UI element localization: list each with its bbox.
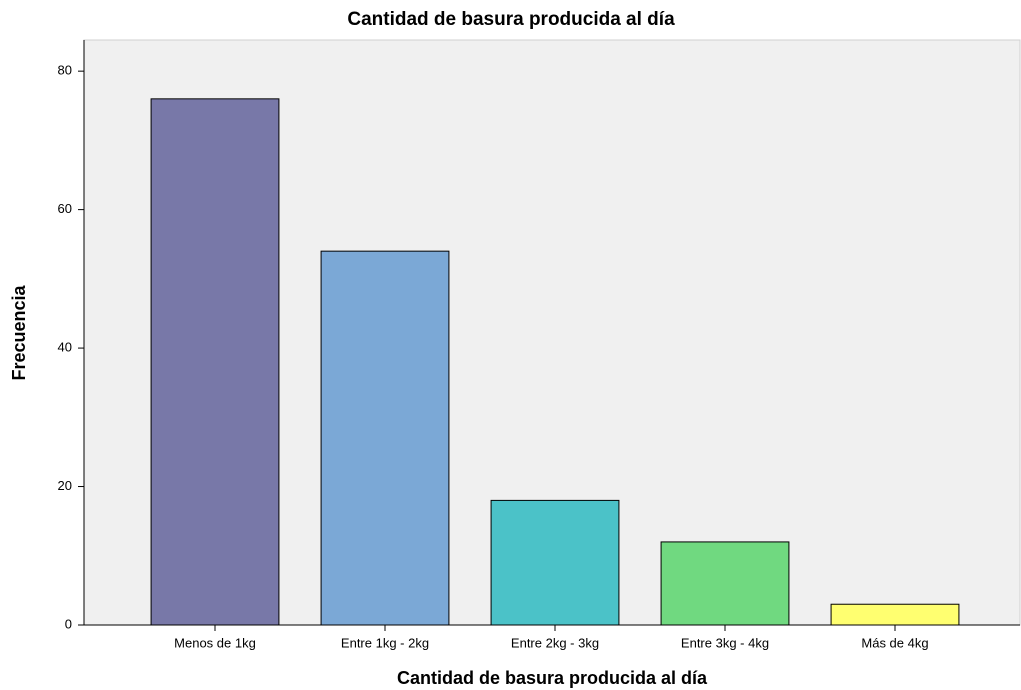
y-tick-label: 60 [58,201,72,216]
bar [320,250,450,626]
x-tick-label: Entre 2kg - 3kg [511,635,599,650]
bar [490,499,620,626]
y-axis-title: Frecuencia [9,284,29,380]
x-tick-label: Más de 4kg [861,635,928,650]
bar [150,98,280,626]
y-tick-label: 40 [58,340,72,355]
x-tick-label: Menos de 1kg [174,635,256,650]
y-tick-label: 80 [58,63,72,78]
x-axis-title: Cantidad de basura producida al día [397,668,708,688]
bar [660,541,790,626]
bar [830,603,960,626]
y-tick-label: 0 [65,616,72,631]
x-tick-label: Entre 1kg - 2kg [341,635,429,650]
chart-title: Cantidad de basura producida al día [347,9,675,30]
y-tick-label: 20 [58,478,72,493]
x-tick-label: Entre 3kg - 4kg [681,635,769,650]
